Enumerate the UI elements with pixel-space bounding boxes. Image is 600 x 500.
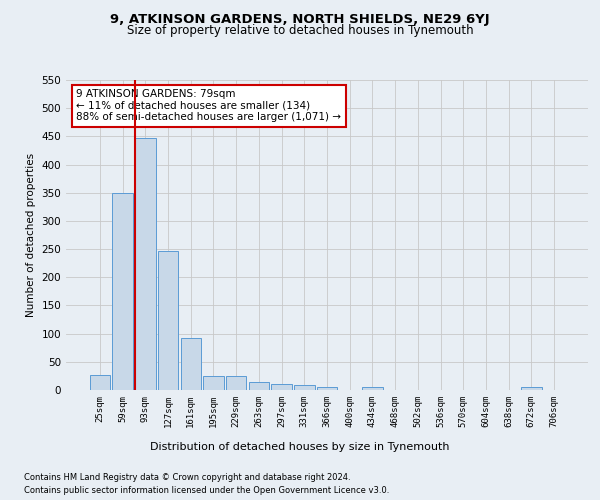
Text: Size of property relative to detached houses in Tynemouth: Size of property relative to detached ho… xyxy=(127,24,473,37)
Bar xyxy=(317,386,337,390)
Y-axis label: Number of detached properties: Number of detached properties xyxy=(26,153,36,317)
Bar xyxy=(362,387,383,390)
Bar xyxy=(226,376,247,390)
Bar xyxy=(112,192,133,390)
Text: 9 ATKINSON GARDENS: 79sqm
← 11% of detached houses are smaller (134)
88% of semi: 9 ATKINSON GARDENS: 79sqm ← 11% of detac… xyxy=(76,90,341,122)
Bar xyxy=(181,338,201,390)
Text: Distribution of detached houses by size in Tynemouth: Distribution of detached houses by size … xyxy=(150,442,450,452)
Bar xyxy=(203,376,224,390)
Text: Contains public sector information licensed under the Open Government Licence v3: Contains public sector information licen… xyxy=(24,486,389,495)
Bar xyxy=(135,138,155,390)
Bar xyxy=(271,384,292,390)
Bar xyxy=(158,251,178,390)
Bar xyxy=(294,386,314,390)
Bar xyxy=(521,387,542,390)
Text: 9, ATKINSON GARDENS, NORTH SHIELDS, NE29 6YJ: 9, ATKINSON GARDENS, NORTH SHIELDS, NE29… xyxy=(110,12,490,26)
Bar xyxy=(248,382,269,390)
Bar xyxy=(90,375,110,390)
Text: Contains HM Land Registry data © Crown copyright and database right 2024.: Contains HM Land Registry data © Crown c… xyxy=(24,472,350,482)
